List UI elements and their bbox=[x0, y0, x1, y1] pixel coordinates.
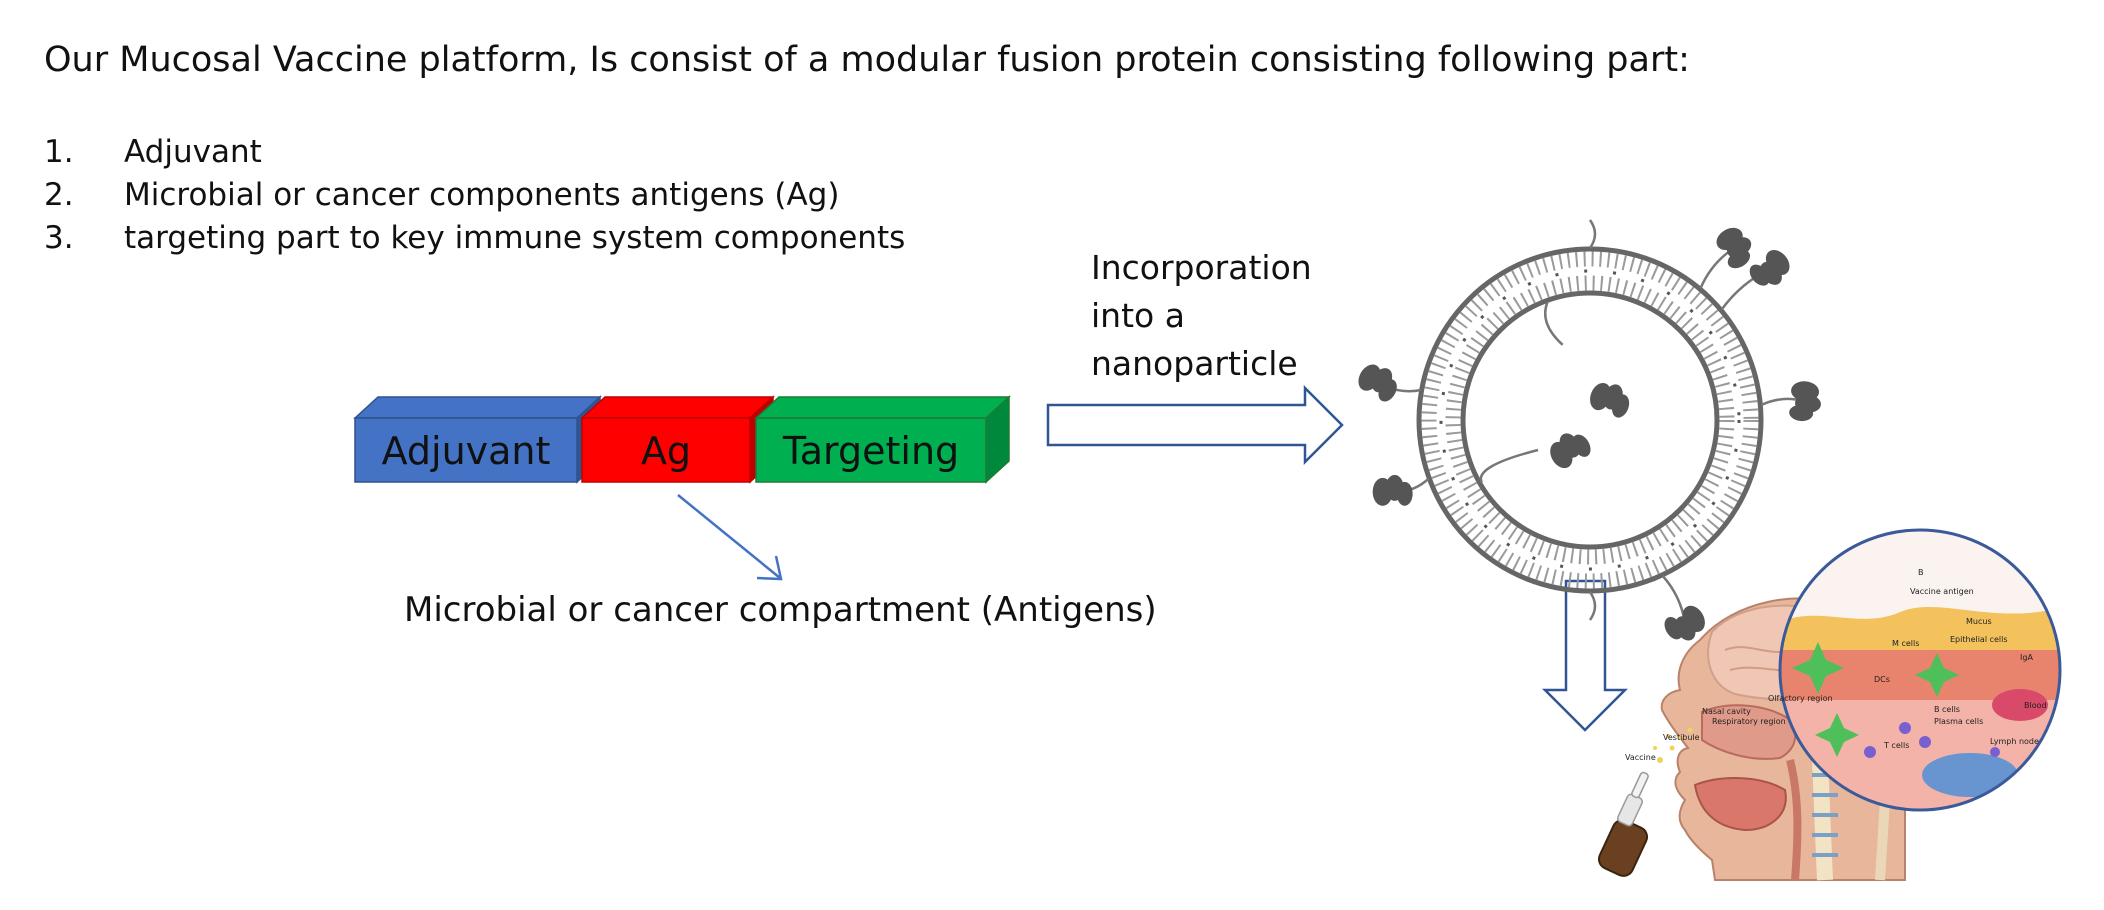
label-respiratory-region: Respiratory region bbox=[1712, 717, 1786, 726]
label-iga: IgA bbox=[2020, 653, 2033, 662]
label-nasal-cavity: Nasal cavity bbox=[1702, 707, 1751, 716]
protein-blob-icon bbox=[1664, 605, 1705, 641]
nanoparticle-liposome-icon bbox=[1358, 219, 1821, 641]
protein-blob-icon bbox=[1358, 364, 1397, 402]
down-block-arrow bbox=[1541, 579, 1629, 732]
adjuvant-block: Adjuvant bbox=[353, 395, 602, 484]
protein-blob-icon bbox=[1590, 382, 1630, 418]
incorporation-line: into a bbox=[1091, 296, 1185, 335]
incorporation-line: Incorporation bbox=[1091, 248, 1312, 287]
targeting-block-front bbox=[755, 417, 987, 483]
label-b-cells: B cells bbox=[1934, 705, 1960, 714]
antigen-pointer-arrow bbox=[677, 494, 783, 581]
protein-blob-icon bbox=[1716, 227, 1752, 269]
label-vaccine-antigen: Vaccine antigen bbox=[1910, 587, 1974, 596]
list-number: 2. bbox=[44, 177, 74, 213]
ag-block-label: Ag bbox=[641, 429, 691, 473]
list-item-text: Adjuvant bbox=[124, 134, 262, 170]
protein-blob-icon bbox=[1789, 381, 1821, 422]
list-number: 1. bbox=[44, 134, 74, 170]
label-mucus: Mucus bbox=[1966, 617, 1992, 626]
adjuvant-block-top bbox=[353, 396, 602, 419]
targeting-block: Targeting bbox=[754, 395, 1011, 484]
label-plasma-cells: Plasma cells bbox=[1934, 717, 1983, 726]
nasal-spray-bottle bbox=[1597, 771, 1649, 877]
protein-blob-icon bbox=[1372, 474, 1413, 506]
adjuvant-block-front bbox=[354, 417, 578, 483]
nasal-vaccination-anatomy-illustration: B Vaccine antigen Mucus M cells Epitheli… bbox=[1597, 528, 2062, 881]
label-blood: Blood bbox=[2024, 701, 2047, 710]
incorporation-text: Incorporation into a nanoparticle bbox=[1091, 244, 1312, 388]
parts-list: 1. Adjuvant 2. Microbial or cancer compone… bbox=[44, 131, 905, 260]
incorporation-line: nanoparticle bbox=[1091, 344, 1298, 383]
label-olfactory-region: Olfactory region bbox=[1768, 694, 1833, 703]
adjuvant-block-label: Adjuvant bbox=[382, 429, 551, 473]
list-item: 3. targeting part to key immune system co… bbox=[44, 217, 905, 260]
list-number: 3. bbox=[44, 220, 74, 256]
antigen-caption: Microbial or cancer compartment (Antigen… bbox=[404, 590, 1157, 630]
label-m-cells: M cells bbox=[1892, 639, 1919, 648]
list-item-text: targeting part to key immune system comp… bbox=[124, 220, 906, 256]
label-t-cells: T cells bbox=[1883, 741, 1909, 750]
ag-block-front bbox=[581, 417, 751, 483]
list-item-text: Microbial or cancer components antigens … bbox=[124, 177, 840, 213]
fusion-protein-blocks: Adjuvant Ag Targeting bbox=[353, 395, 1011, 484]
label-b: B bbox=[1918, 568, 1924, 577]
label-lymph-node: Lymph node bbox=[1990, 737, 2039, 746]
ag-block-top bbox=[580, 396, 775, 419]
right-block-arrow bbox=[1046, 384, 1344, 466]
slide-title: Our Mucosal Vaccine platform, Is consist… bbox=[44, 40, 1690, 80]
label-epithelial-cells: Epithelial cells bbox=[1950, 635, 2008, 644]
list-item: 1. Adjuvant bbox=[44, 131, 905, 174]
targeting-block-label: Targeting bbox=[782, 429, 959, 473]
protein-blob-icon bbox=[1550, 433, 1591, 469]
list-item: 2. Microbial or cancer components antigen… bbox=[44, 174, 905, 217]
targeting-block-top bbox=[754, 396, 1011, 419]
protein-blob-icon bbox=[1749, 250, 1790, 286]
label-vaccine: Vaccine bbox=[1625, 753, 1656, 762]
label-vestibule: Vestibule bbox=[1663, 733, 1700, 742]
label-dcs: DCs bbox=[1874, 675, 1890, 684]
ag-block: Ag bbox=[580, 395, 775, 484]
